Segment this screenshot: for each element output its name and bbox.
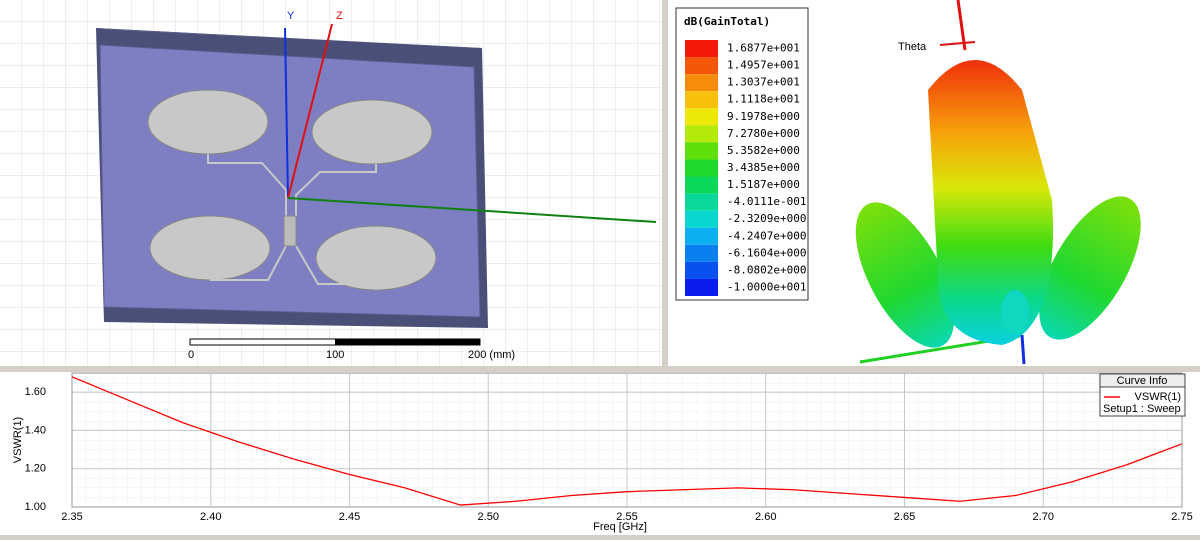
- legend-swatch: [685, 210, 718, 228]
- legend-label: -2.3209e+000: [727, 212, 806, 225]
- x-tick-label: 2.70: [1033, 511, 1054, 523]
- legend-label: 1.5187e+000: [727, 178, 800, 191]
- legend-label: 9.1978e+000: [727, 110, 800, 123]
- axis-label: Theta: [898, 41, 927, 53]
- model-view: Y Z 0 100 200 (mm): [0, 0, 662, 368]
- legend-swatch: [685, 57, 718, 75]
- legend-label: 3.4385e+000: [727, 161, 800, 174]
- legend-label: 1.3037e+001: [727, 76, 800, 89]
- legend-title: Curve Info: [1117, 375, 1168, 387]
- legend: Curve Info VSWR(1) Setup1 : Sweep: [1099, 373, 1186, 417]
- legend-swatch: [685, 142, 718, 160]
- legend-label: 1.6877e+001: [727, 42, 800, 55]
- legend-swatch: [685, 125, 718, 143]
- x-axis-title: Freq [GHz]: [593, 521, 647, 533]
- x-tick-label: 2.45: [339, 511, 360, 523]
- legend-swatch: [685, 193, 718, 211]
- scale-label: 0: [188, 349, 194, 361]
- legend-label: -4.2407e+000: [727, 229, 806, 242]
- legend-swatch: [685, 261, 718, 279]
- legend-swatch: [685, 74, 718, 92]
- scale-label: 100: [326, 349, 344, 361]
- series-line: [71, 376, 1183, 506]
- legend-swatch: [685, 108, 718, 126]
- pattern-view: Theta dB(GainTotal) 1.6877e+001 1.4957e+0…: [668, 0, 1200, 366]
- chart: 1.00 1.20 1.40 1.60 2.35 2.40 2.45 2.50 2.55 2.60…: [0, 372, 1200, 535]
- legend-note: Setup1 : Sweep: [1103, 403, 1181, 415]
- legend-label: -1.0000e+001: [727, 280, 806, 293]
- legend-label: 7.2780e+000: [727, 127, 800, 140]
- legend-swatch: [685, 40, 718, 58]
- x-tick-label: 2.55: [616, 511, 637, 523]
- y-tick-label: 1.60: [25, 386, 46, 398]
- legend-swatch: [685, 91, 718, 109]
- legend-label: -8.0802e+000: [727, 263, 806, 276]
- legend-label: -4.0111e-001: [727, 195, 806, 208]
- x-tick-label: 2.75: [1171, 511, 1192, 523]
- axis-label: Y: [287, 10, 295, 22]
- legend-swatch: [685, 159, 718, 177]
- y-tick-label: 1.00: [25, 501, 46, 513]
- legend-swatch: [685, 176, 718, 194]
- y-tick-label: 1.20: [25, 463, 46, 475]
- scale-label: 200 (mm): [468, 349, 515, 361]
- legend-swatch: [685, 244, 718, 262]
- legend-label: 1.4957e+001: [727, 59, 800, 72]
- legend-label: 5.3582e+000: [727, 144, 800, 157]
- plot-frame: [71, 372, 1183, 508]
- x-tick-label: 2.65: [894, 511, 915, 523]
- y-axis-title: VSWR(1): [12, 417, 24, 463]
- legend-label: 1.1118e+001: [727, 93, 800, 106]
- x-tick-label: 2.40: [200, 511, 221, 523]
- x-tick-label: 2.35: [61, 511, 82, 523]
- x-tick-label: 2.60: [755, 511, 776, 523]
- x-tick-label: 2.50: [478, 511, 499, 523]
- axis-label: Z: [336, 10, 343, 22]
- legend-swatch: [685, 278, 718, 296]
- legend-swatch: [685, 227, 718, 245]
- y-tick-label: 1.40: [25, 424, 46, 436]
- legend-title: dB(GainTotal): [684, 15, 770, 28]
- legend-label: -6.1604e+000: [727, 246, 806, 259]
- legend-label: VSWR(1): [1135, 391, 1181, 403]
